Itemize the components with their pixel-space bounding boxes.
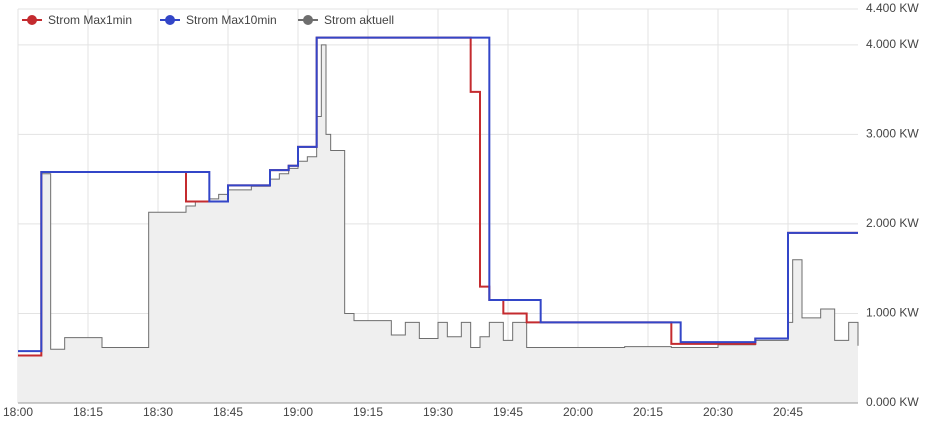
legend-label: Strom Max1min [48,13,132,27]
y-tick-label: 1.000 KW [866,306,919,320]
y-tick-label: 2.000 KW [866,216,919,230]
y-tick-label: 4.400 KW [866,1,919,15]
x-tick-label: 18:45 [213,405,243,419]
legend-item: Strom Max1min [22,13,132,27]
x-tick-label: 18:30 [143,405,173,419]
x-tick-label: 20:45 [773,405,803,419]
x-tick-label: 20:00 [563,405,593,419]
legend-label: Strom Max10min [186,13,277,27]
legend-item: Strom aktuell [298,13,394,27]
x-tick-label: 19:15 [353,405,383,419]
line [18,36,858,353]
x-tick-label: 19:00 [283,405,313,419]
legend-item: Strom Max10min [160,13,277,27]
x-tick-label: 20:15 [633,405,663,419]
legend-marker [303,15,313,25]
y-tick-label: 0.000 KW [866,395,919,409]
x-tick-label: 20:30 [703,405,733,419]
legend-label: Strom aktuell [324,13,394,27]
y-tick-label: 4.000 KW [866,37,919,51]
legend-marker [165,15,175,25]
legend-marker [27,15,37,25]
x-tick-label: 19:45 [493,405,523,419]
y-tick-label: 3.000 KW [866,127,919,141]
x-tick-label: 18:00 [3,405,33,419]
x-tick-label: 18:15 [73,405,103,419]
x-tick-label: 19:30 [423,405,453,419]
area [18,44,858,404]
